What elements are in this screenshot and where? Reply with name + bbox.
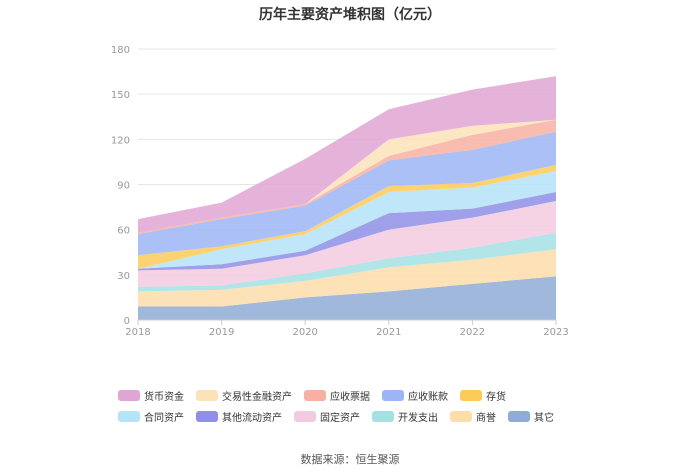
legend-swatch [304, 389, 326, 401]
area-应收账款 [138, 131, 556, 256]
x-tick-label: 2022 [460, 327, 485, 338]
area-其它 [138, 276, 556, 320]
legend-item[interactable]: 其他流动资产 [196, 409, 282, 424]
y-tick-label: 120 [111, 135, 130, 146]
legend-swatch [118, 410, 140, 422]
legend-item[interactable]: 合同资产 [118, 409, 184, 424]
legend-label: 合同资产 [144, 412, 184, 424]
legend: 货币资金 交易性金融资产 应收票据 应收账款 存货合同资产 其他流动资产 固定资产 开发支出 商… [118, 388, 588, 424]
legend-item[interactable]: 固定资产 [294, 409, 360, 424]
y-tick-label: 0 [124, 316, 130, 327]
x-tick-label: 2023 [543, 327, 568, 338]
area-商誉 [138, 249, 556, 307]
y-tick-label: 60 [117, 226, 130, 237]
data-source: 数据来源：恒生聚源 [300, 453, 400, 466]
legend-swatch [460, 389, 482, 401]
legend-label: 应收账款 [408, 391, 448, 403]
area-合同资产 [138, 170, 556, 269]
legend-swatch [450, 410, 472, 422]
legend-swatch [196, 389, 218, 401]
legend-item[interactable]: 存货 [460, 388, 506, 403]
legend-label: 开发支出 [398, 412, 438, 424]
legend-swatch [508, 410, 530, 422]
area-交易性金融资产 [138, 119, 556, 233]
legend-label: 其他流动资产 [222, 412, 282, 424]
legend-item[interactable]: 开发支出 [372, 409, 438, 424]
legend-swatch [196, 410, 218, 422]
area-存货 [138, 164, 556, 269]
area-货币资金 [138, 76, 556, 233]
y-tick-label: 90 [117, 181, 130, 192]
area-固定资产 [138, 201, 556, 287]
legend-swatch [118, 389, 140, 401]
area-其他流动资产 [138, 192, 556, 271]
y-tick-label: 180 [111, 45, 130, 56]
legend-swatch [372, 410, 394, 422]
legend-label: 商誉 [476, 412, 496, 424]
axes: 0 30 60 90 120 150 180 2018 2019 2020 2021 2022 2023 [111, 45, 569, 338]
legend-item[interactable]: 其它 [508, 409, 554, 424]
x-tick-label: 2019 [209, 327, 234, 338]
legend-item[interactable]: 应收账款 [382, 388, 448, 403]
y-tick-label: 150 [111, 90, 130, 101]
y-tick-label: 30 [117, 271, 130, 282]
area-series [138, 76, 556, 320]
legend-item[interactable]: 交易性金融资产 [196, 388, 292, 403]
x-tick-label: 2018 [125, 327, 150, 338]
x-tick-label: 2020 [292, 327, 317, 338]
legend-item[interactable]: 应收票据 [304, 388, 370, 403]
legend-item[interactable]: 商誉 [450, 409, 496, 424]
area-应收票据 [138, 119, 556, 235]
legend-label: 应收票据 [330, 391, 370, 403]
legend-label: 固定资产 [320, 412, 360, 424]
legend-label: 货币资金 [144, 391, 184, 403]
legend-swatch [382, 389, 404, 401]
legend-label: 存货 [486, 391, 506, 403]
x-tick-label: 2021 [376, 327, 401, 338]
legend-label: 交易性金融资产 [222, 391, 292, 403]
legend-item[interactable]: 货币资金 [118, 388, 184, 403]
legend-label: 其它 [534, 412, 554, 424]
legend-swatch [294, 410, 316, 422]
chart-title: 历年主要资产堆积图（亿元） [259, 7, 441, 23]
